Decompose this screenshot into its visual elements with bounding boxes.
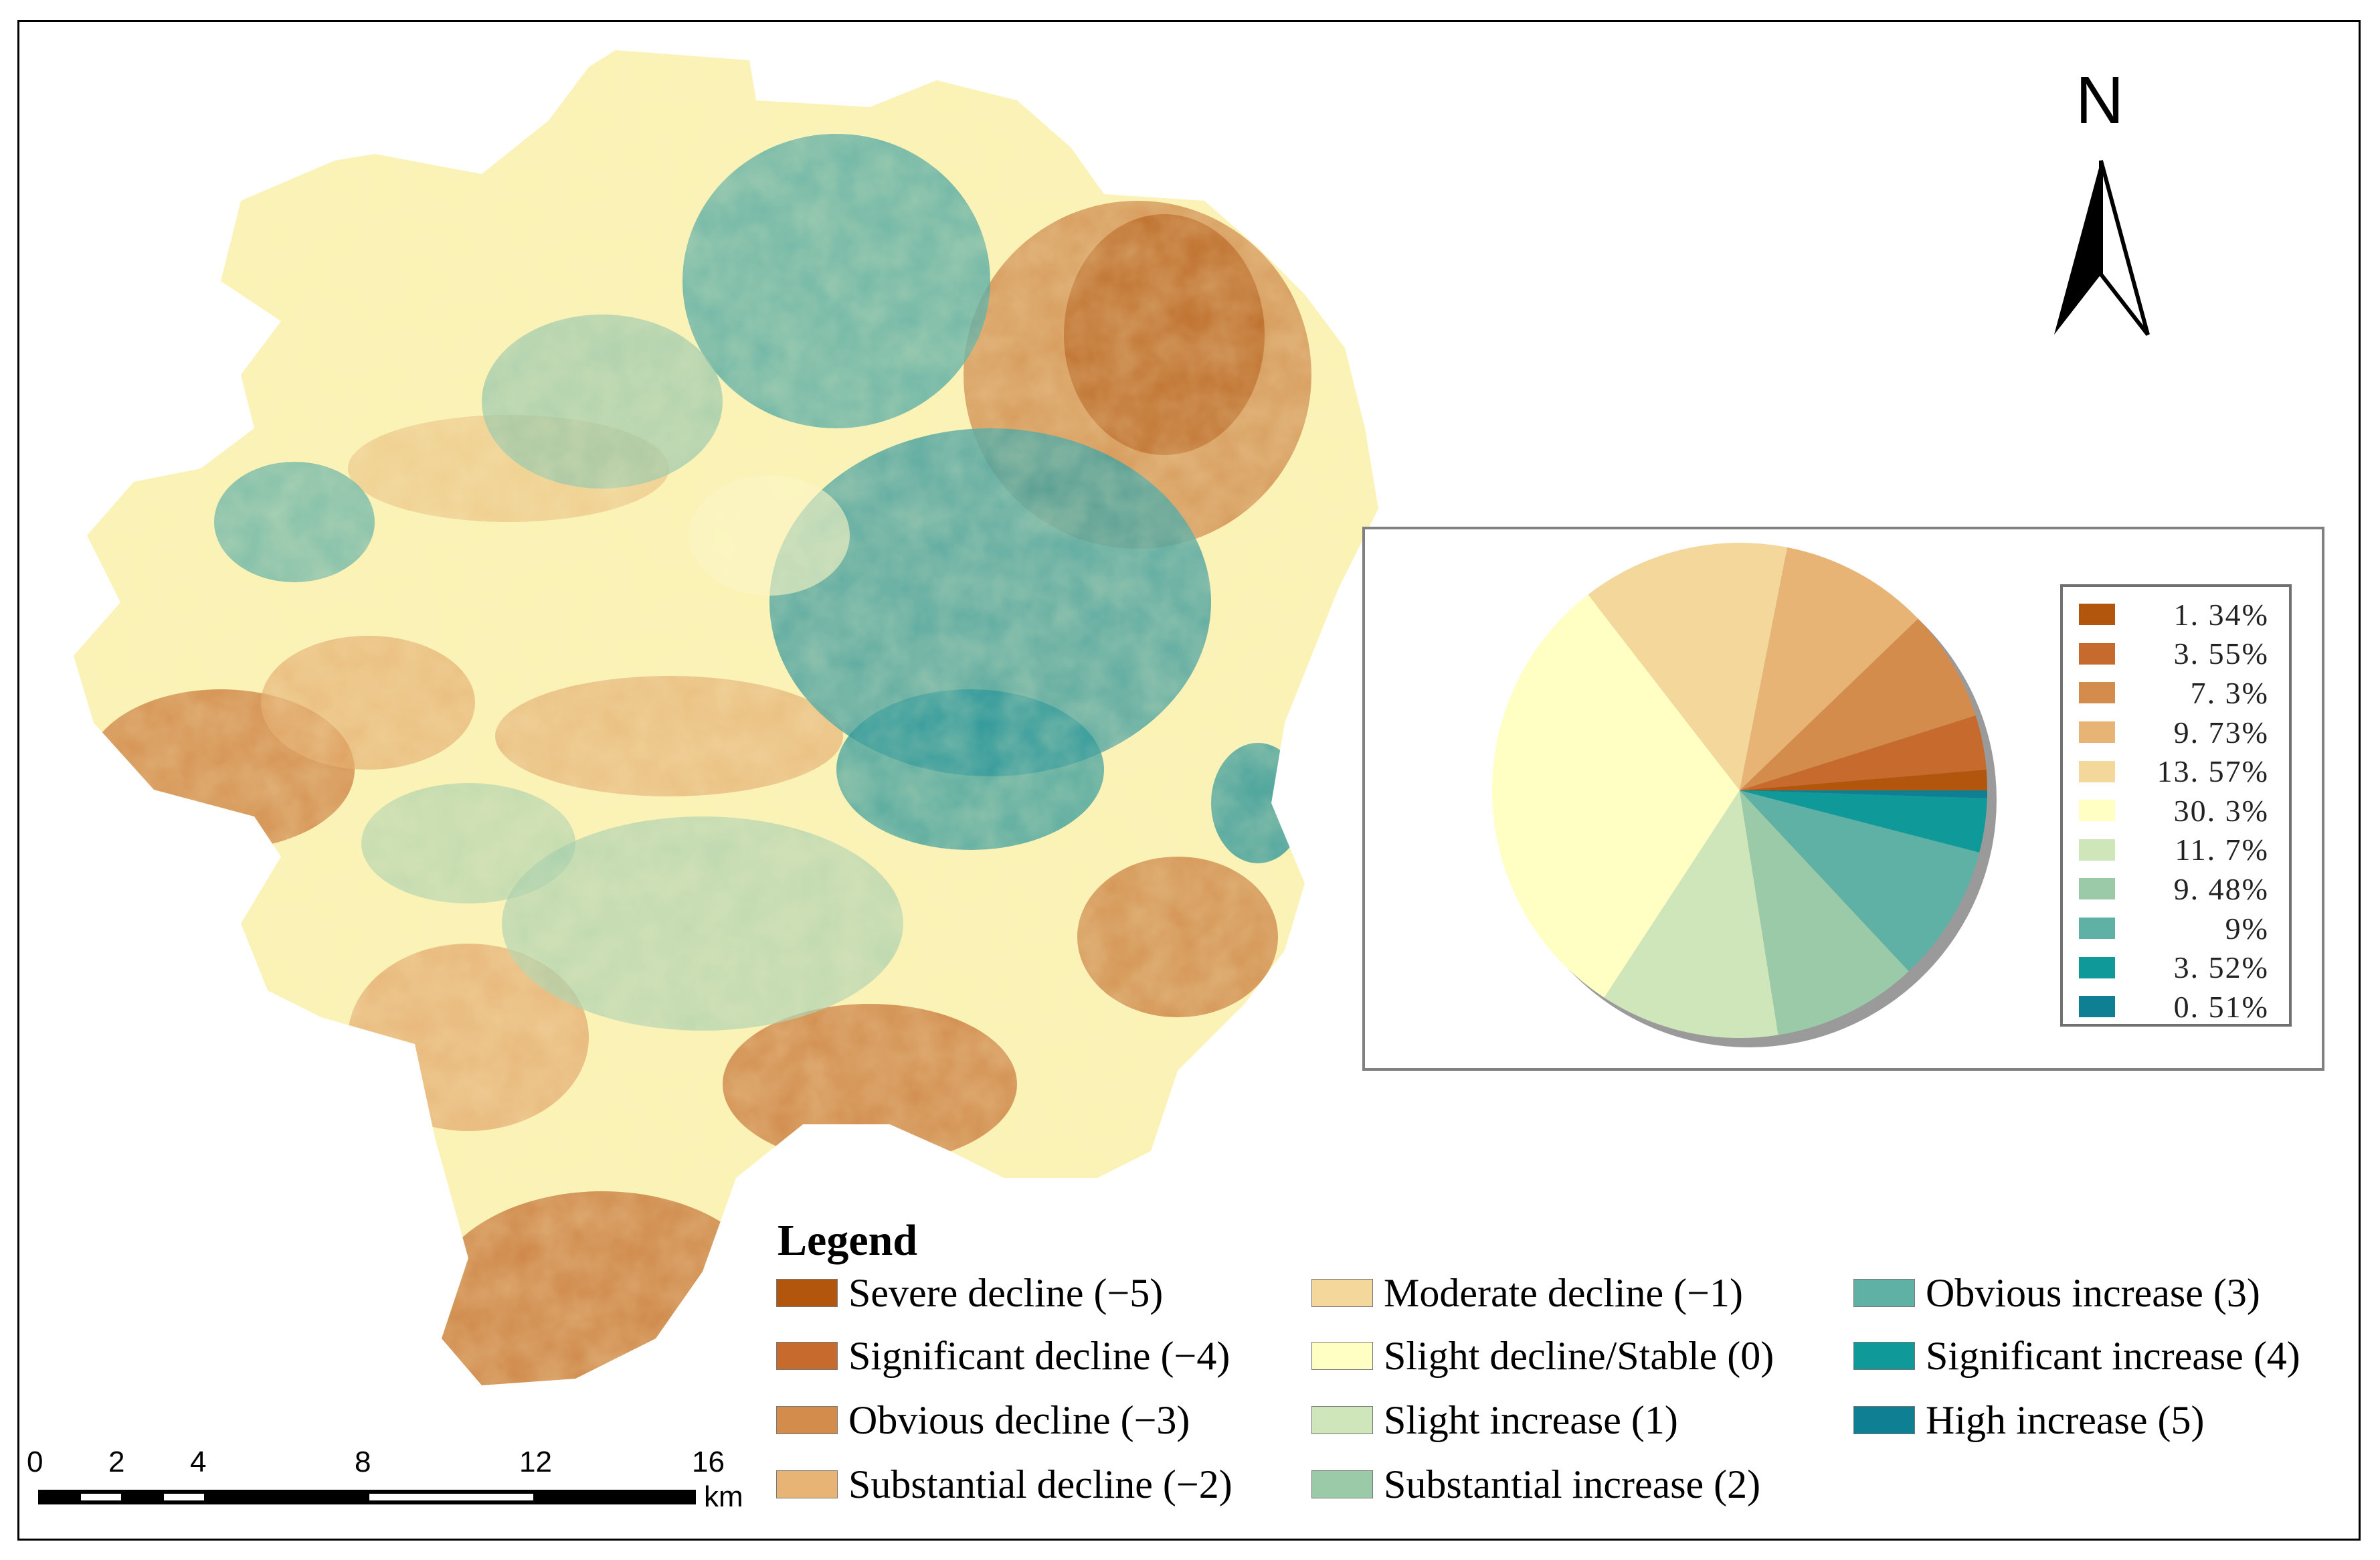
legend-swatch (1311, 1470, 1373, 1498)
pie-legend-label: 11. 7% (2175, 833, 2269, 867)
pie-legend-label: 9. 48% (2173, 871, 2269, 906)
north-arrow-icon (2054, 160, 2150, 336)
pie-legend-row: 7. 3% (2079, 673, 2289, 713)
pie-legend-label: 9% (2225, 911, 2269, 946)
legend-item: Obvious decline (−3) (776, 1393, 1190, 1447)
pie-slice-11 (1740, 790, 1987, 798)
pie-slice-8 (1740, 790, 1909, 1035)
pie-legend-swatch (2079, 642, 2115, 665)
pie-legend-row: 9. 48% (2079, 869, 2289, 909)
legend-swatch (1311, 1406, 1373, 1434)
legend-label: Substantial decline (−2) (848, 1462, 1232, 1506)
scale-tick-label: 4 (190, 1446, 207, 1478)
pie-legend-label: 3. 55% (2173, 636, 2269, 671)
pie-legend-label: 0. 51% (2173, 989, 2269, 1024)
pie-legend-swatch (2079, 878, 2115, 900)
legend-swatch (776, 1342, 838, 1370)
legend-swatch (1853, 1342, 1915, 1370)
legend-item: Severe decline (−5) (776, 1266, 1163, 1320)
legend-title: Legend (777, 1216, 918, 1265)
legend-swatch (776, 1406, 838, 1434)
pie-legend-label: 3. 52% (2173, 950, 2269, 985)
legend-item: Substantial increase (2) (1311, 1458, 1760, 1511)
legend-item: Moderate decline (−1) (1311, 1266, 1743, 1320)
map-frame (17, 20, 2361, 1541)
legend-swatch (1311, 1279, 1373, 1307)
scale-tick-label: 2 (108, 1446, 125, 1478)
pie-legend-row: 1. 34% (2079, 595, 2289, 634)
legend-swatch (1311, 1342, 1373, 1370)
legend-label: Obvious decline (−3) (848, 1397, 1190, 1442)
scale-bar: 0 2 4 8 12 16 km (27, 1446, 763, 1529)
scale-bar-graphic (38, 1490, 696, 1504)
pie-legend-swatch (2079, 682, 2115, 704)
legend-label: Slight decline/Stable (0) (1384, 1333, 1774, 1378)
pie-slice-7 (1604, 790, 1778, 1038)
pie-slice-4 (1740, 547, 1918, 790)
pie-legend-row: 9. 73% (2079, 713, 2289, 752)
pie-legend-swatch (2079, 996, 2115, 1018)
pie-slice-10 (1740, 790, 1987, 853)
pie-legend-swatch (2079, 800, 2115, 822)
legend-label: Substantial increase (2) (1384, 1462, 1761, 1506)
pie-legend-swatch (2079, 839, 2115, 861)
pie-legend-row: 11. 7% (2079, 831, 2289, 870)
pie-legend-label: 7. 3% (2190, 675, 2269, 710)
legend-item: High increase (5) (1853, 1393, 2204, 1447)
pie-chart-panel: 1. 34% 3. 55% 7. 3% 9. 73% 13. 57% 30. 3% 11. … (1362, 527, 2324, 1071)
pie-slice-1 (1740, 769, 1987, 790)
pie-legend-swatch (2079, 918, 2115, 940)
scale-tick-label: 16 (692, 1446, 725, 1478)
pie-legend-row: 30. 3% (2079, 791, 2289, 831)
pie-legend-row: 13. 57% (2079, 752, 2289, 791)
legend-swatch (1853, 1406, 1915, 1434)
pie-legend-label: 30. 3% (2173, 793, 2269, 828)
legend-item: Slight increase (1) (1311, 1393, 1678, 1447)
legend-item: Significant increase (4) (1853, 1329, 2300, 1383)
pie-legend-swatch (2079, 760, 2115, 782)
legend-swatch (776, 1279, 838, 1307)
scale-tick-label: 0 (27, 1446, 43, 1478)
pie-slice-2 (1740, 715, 1987, 790)
pie-slice-6 (1492, 594, 1740, 998)
pie-legend-label: 9. 73% (2173, 715, 2269, 750)
legend-item: Slight decline/Stable (0) (1311, 1329, 1774, 1383)
legend-label: Moderate decline (−1) (1384, 1270, 1743, 1315)
legend-label: Slight increase (1) (1384, 1397, 1678, 1442)
legend-swatch (1853, 1279, 1915, 1307)
pie-legend-label: 13. 57% (2157, 754, 2269, 789)
legend-item: Substantial decline (−2) (776, 1458, 1232, 1511)
scale-tick-label: 8 (355, 1446, 371, 1478)
pie-slice-5 (1588, 543, 1788, 790)
legend-item: Significant decline (−4) (776, 1329, 1230, 1383)
pie-legend-label: 1. 34% (2173, 597, 2269, 632)
pie-slice-9 (1740, 790, 1980, 972)
pie-legend: 1. 34% 3. 55% 7. 3% 9. 73% 13. 57% 30. 3% 11. … (2060, 584, 2292, 1027)
legend-label: Severe decline (−5) (848, 1270, 1164, 1315)
pie-legend-swatch (2079, 604, 2115, 626)
pie-legend-row: 0. 51% (2079, 987, 2289, 1027)
legend-label: High increase (5) (1926, 1397, 2205, 1442)
legend-label: Obvious increase (3) (1926, 1270, 2260, 1315)
legend-label: Significant increase (4) (1926, 1333, 2300, 1378)
scale-tick-label: 12 (519, 1446, 552, 1478)
pie-chart (1492, 543, 1997, 1047)
legend-label: Significant decline (−4) (848, 1333, 1230, 1378)
scale-unit-label: km (704, 1480, 743, 1513)
pie-legend-row: 9% (2079, 909, 2289, 948)
north-label: N (2076, 63, 2124, 138)
pie-legend-row: 3. 52% (2079, 948, 2289, 987)
pie-legend-swatch (2079, 721, 2115, 744)
legend-swatch (776, 1470, 838, 1498)
pie-legend-row: 3. 55% (2079, 634, 2289, 674)
pie-slice-3 (1740, 618, 1976, 790)
pie-legend-swatch (2079, 956, 2115, 978)
legend-item: Obvious increase (3) (1853, 1266, 2260, 1320)
